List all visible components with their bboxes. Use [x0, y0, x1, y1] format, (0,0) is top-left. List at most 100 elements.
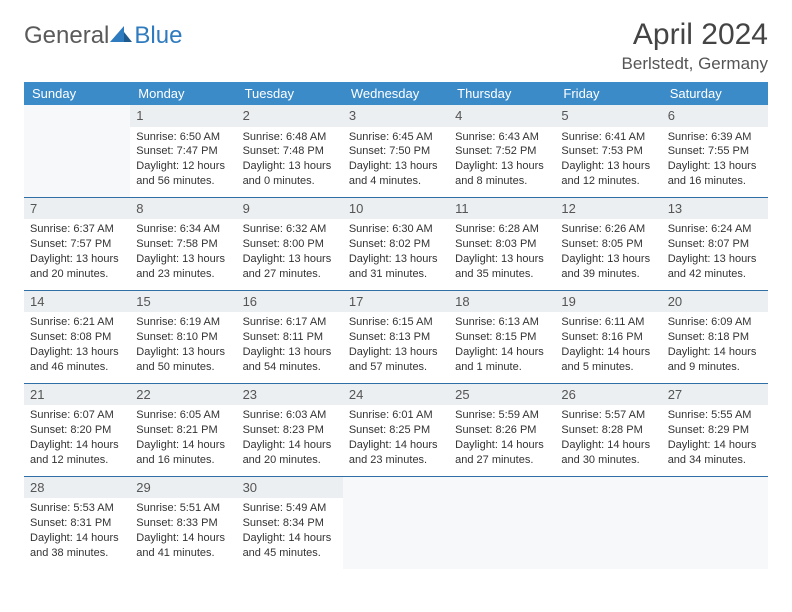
sunrise-line: Sunrise: 5:59 AM	[455, 408, 549, 423]
daylight-line: Daylight: 13 hours and 50 minutes.	[136, 345, 230, 375]
sunset-line: Sunset: 7:53 PM	[561, 144, 655, 159]
sunrise-line: Sunrise: 5:53 AM	[30, 501, 124, 516]
weekday-header-row: Sunday Monday Tuesday Wednesday Thursday…	[24, 82, 768, 105]
calendar-day-cell: 14Sunrise: 6:21 AMSunset: 8:08 PMDayligh…	[24, 290, 130, 383]
daylight-line: Daylight: 13 hours and 35 minutes.	[455, 252, 549, 282]
weekday-header: Thursday	[449, 82, 555, 105]
calendar-week-row: 28Sunrise: 5:53 AMSunset: 8:31 PMDayligh…	[24, 476, 768, 568]
sunrise-line: Sunrise: 6:24 AM	[668, 222, 762, 237]
daylight-line: Daylight: 14 hours and 41 minutes.	[136, 531, 230, 561]
daylight-line: Daylight: 13 hours and 23 minutes.	[136, 252, 230, 282]
calendar-day-cell: 9Sunrise: 6:32 AMSunset: 8:00 PMDaylight…	[237, 197, 343, 290]
logo-text-blue: Blue	[134, 22, 182, 50]
sunset-line: Sunset: 8:16 PM	[561, 330, 655, 345]
day-number: 23	[237, 384, 343, 406]
day-number: 9	[237, 198, 343, 220]
daylight-line: Daylight: 13 hours and 39 minutes.	[561, 252, 655, 282]
calendar-day-cell: 21Sunrise: 6:07 AMSunset: 8:20 PMDayligh…	[24, 383, 130, 476]
sunset-line: Sunset: 8:07 PM	[668, 237, 762, 252]
sunrise-line: Sunrise: 6:01 AM	[349, 408, 443, 423]
sunset-line: Sunset: 8:25 PM	[349, 423, 443, 438]
sunrise-line: Sunrise: 5:55 AM	[668, 408, 762, 423]
sunset-line: Sunset: 7:52 PM	[455, 144, 549, 159]
sunset-line: Sunset: 8:20 PM	[30, 423, 124, 438]
logo-text-general: General	[24, 22, 109, 50]
day-number: 30	[237, 477, 343, 499]
calendar-day-cell: 29Sunrise: 5:51 AMSunset: 8:33 PMDayligh…	[130, 476, 236, 568]
day-number: 26	[555, 384, 661, 406]
weekday-header: Tuesday	[237, 82, 343, 105]
sunrise-line: Sunrise: 6:03 AM	[243, 408, 337, 423]
sunset-line: Sunset: 7:58 PM	[136, 237, 230, 252]
title-block: April 2024 Berlstedt, Germany	[622, 18, 768, 74]
daylight-line: Daylight: 14 hours and 30 minutes.	[561, 438, 655, 468]
day-number: 22	[130, 384, 236, 406]
calendar-day-cell: 23Sunrise: 6:03 AMSunset: 8:23 PMDayligh…	[237, 383, 343, 476]
sunrise-line: Sunrise: 6:05 AM	[136, 408, 230, 423]
daylight-line: Daylight: 14 hours and 1 minute.	[455, 345, 549, 375]
day-number: 24	[343, 384, 449, 406]
calendar-day-cell: 4Sunrise: 6:43 AMSunset: 7:52 PMDaylight…	[449, 105, 555, 197]
calendar-day-cell: 2Sunrise: 6:48 AMSunset: 7:48 PMDaylight…	[237, 105, 343, 197]
calendar-day-cell: 20Sunrise: 6:09 AMSunset: 8:18 PMDayligh…	[662, 290, 768, 383]
day-number: 20	[662, 291, 768, 313]
day-number: 14	[24, 291, 130, 313]
sunrise-line: Sunrise: 6:43 AM	[455, 130, 549, 145]
weekday-header: Sunday	[24, 82, 130, 105]
sunset-line: Sunset: 7:57 PM	[30, 237, 124, 252]
day-number: 18	[449, 291, 555, 313]
sunrise-line: Sunrise: 6:09 AM	[668, 315, 762, 330]
day-number: 2	[237, 105, 343, 127]
sunrise-line: Sunrise: 6:50 AM	[136, 130, 230, 145]
daylight-line: Daylight: 14 hours and 16 minutes.	[136, 438, 230, 468]
calendar-day-cell: 10Sunrise: 6:30 AMSunset: 8:02 PMDayligh…	[343, 197, 449, 290]
sunset-line: Sunset: 8:23 PM	[243, 423, 337, 438]
sunset-line: Sunset: 8:26 PM	[455, 423, 549, 438]
calendar-day-cell: 16Sunrise: 6:17 AMSunset: 8:11 PMDayligh…	[237, 290, 343, 383]
sunset-line: Sunset: 7:55 PM	[668, 144, 762, 159]
daylight-line: Daylight: 13 hours and 57 minutes.	[349, 345, 443, 375]
sunrise-line: Sunrise: 6:45 AM	[349, 130, 443, 145]
calendar-day-cell: 12Sunrise: 6:26 AMSunset: 8:05 PMDayligh…	[555, 197, 661, 290]
daylight-line: Daylight: 14 hours and 45 minutes.	[243, 531, 337, 561]
day-number: 11	[449, 198, 555, 220]
sunset-line: Sunset: 8:34 PM	[243, 516, 337, 531]
calendar-day-cell: 11Sunrise: 6:28 AMSunset: 8:03 PMDayligh…	[449, 197, 555, 290]
daylight-line: Daylight: 14 hours and 12 minutes.	[30, 438, 124, 468]
sunset-line: Sunset: 8:13 PM	[349, 330, 443, 345]
calendar-week-row: 21Sunrise: 6:07 AMSunset: 8:20 PMDayligh…	[24, 383, 768, 476]
day-number: 25	[449, 384, 555, 406]
sunset-line: Sunset: 8:29 PM	[668, 423, 762, 438]
day-number: 21	[24, 384, 130, 406]
calendar-day-cell	[662, 476, 768, 568]
daylight-line: Daylight: 14 hours and 27 minutes.	[455, 438, 549, 468]
sunrise-line: Sunrise: 6:15 AM	[349, 315, 443, 330]
day-number: 1	[130, 105, 236, 127]
calendar-day-cell: 1Sunrise: 6:50 AMSunset: 7:47 PMDaylight…	[130, 105, 236, 197]
sunrise-line: Sunrise: 6:39 AM	[668, 130, 762, 145]
day-number: 5	[555, 105, 661, 127]
daylight-line: Daylight: 13 hours and 46 minutes.	[30, 345, 124, 375]
sunset-line: Sunset: 8:15 PM	[455, 330, 549, 345]
month-title: April 2024	[622, 18, 768, 52]
calendar-day-cell: 5Sunrise: 6:41 AMSunset: 7:53 PMDaylight…	[555, 105, 661, 197]
daylight-line: Daylight: 13 hours and 31 minutes.	[349, 252, 443, 282]
day-number: 4	[449, 105, 555, 127]
day-number: 3	[343, 105, 449, 127]
sunrise-line: Sunrise: 6:21 AM	[30, 315, 124, 330]
header: General Blue April 2024 Berlstedt, Germa…	[24, 18, 768, 74]
day-number: 13	[662, 198, 768, 220]
daylight-line: Daylight: 14 hours and 9 minutes.	[668, 345, 762, 375]
weekday-header: Monday	[130, 82, 236, 105]
calendar-day-cell: 25 Sunrise: 5:59 AMSunset: 8:26 PMDayligh…	[449, 383, 555, 476]
calendar-day-cell: 7Sunrise: 6:37 AMSunset: 7:57 PMDaylight…	[24, 197, 130, 290]
sunrise-line: Sunrise: 6:30 AM	[349, 222, 443, 237]
calendar-day-cell: 18 Sunrise: 6:13 AMSunset: 8:15 PMDayligh…	[449, 290, 555, 383]
sunrise-line: Sunrise: 5:51 AM	[136, 501, 230, 516]
sunrise-line: Sunrise: 6:13 AM	[455, 315, 549, 330]
calendar-day-cell: 13Sunrise: 6:24 AMSunset: 8:07 PMDayligh…	[662, 197, 768, 290]
daylight-line: Daylight: 13 hours and 54 minutes.	[243, 345, 337, 375]
sunrise-line: Sunrise: 6:28 AM	[455, 222, 549, 237]
logo: General Blue	[24, 22, 182, 50]
daylight-line: Daylight: 13 hours and 20 minutes.	[30, 252, 124, 282]
